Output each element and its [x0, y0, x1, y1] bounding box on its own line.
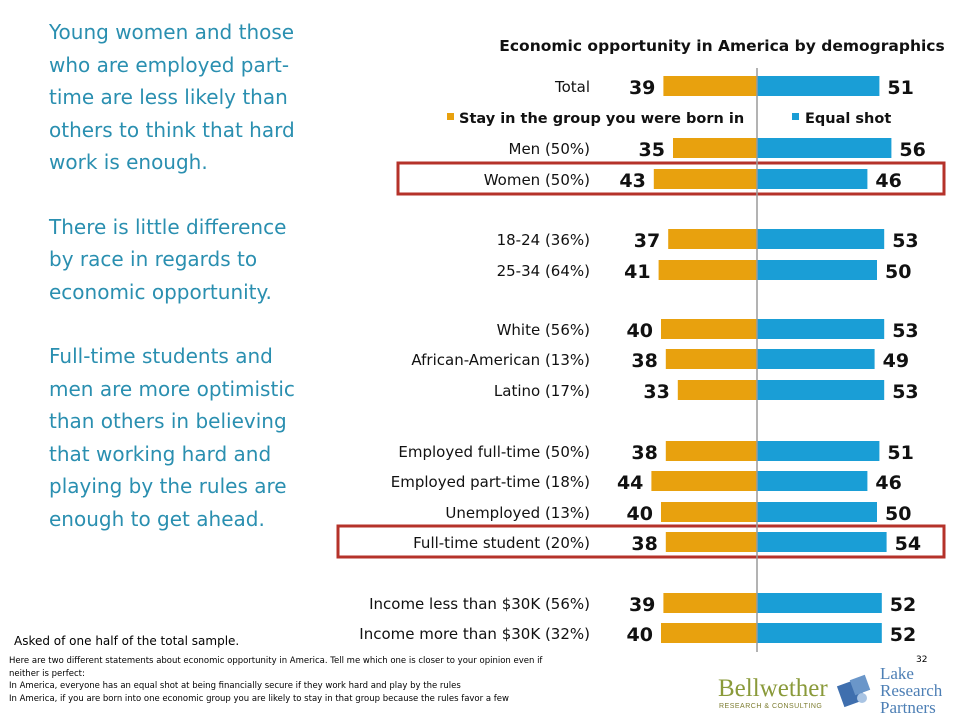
stay-bar [663, 76, 757, 96]
stay-value-label: 40 [627, 503, 653, 525]
footnote-line: In America, if you are born into one eco… [9, 693, 509, 704]
stay-bar [661, 623, 757, 643]
category-label: Men (50%) [509, 140, 591, 158]
equal-shot-bar [757, 380, 885, 400]
stay-value-label: 39 [629, 77, 655, 99]
category-label: Employed full-time (50%) [398, 443, 590, 461]
bellwether-logo-subtitle: RESEARCH & CONSULTING [719, 703, 823, 710]
equal-shot-bar [757, 319, 885, 339]
equal-shot-value-label: 56 [899, 139, 925, 161]
stay-bar [668, 229, 757, 249]
stay-bar [673, 138, 757, 158]
stay-bar [665, 349, 757, 369]
bellwether-logo: Bellwether [718, 675, 828, 702]
equal-shot-bar [757, 76, 880, 96]
equal-shot-value-label: 51 [887, 442, 913, 464]
equal-shot-value-label: 53 [892, 230, 918, 252]
stay-value-label: 33 [643, 381, 669, 403]
equal-shot-value-label: 53 [892, 381, 918, 403]
highlight-box [336, 524, 946, 559]
equal-shot-bar [757, 593, 882, 613]
stay-bar [651, 471, 757, 491]
sample-note: Asked of one half of the total sample. [14, 634, 240, 648]
equal-shot-value-label: 53 [892, 320, 918, 342]
equal-shot-value-label: 54 [895, 533, 921, 555]
stay-value-label: 38 [631, 533, 657, 555]
equal-shot-bar [757, 169, 868, 189]
category-label: African-American (13%) [411, 351, 590, 369]
stay-bar [661, 319, 757, 339]
stay-bar [665, 441, 757, 461]
category-label: Unemployed (13%) [445, 504, 590, 522]
equal-shot-value-label: 51 [887, 77, 913, 99]
footnote-line: Here are two different statements about … [9, 656, 543, 666]
stay-value-label: 37 [634, 230, 660, 252]
equal-shot-value-label: 52 [890, 624, 916, 646]
category-label: Income more than $30K (32%) [359, 625, 590, 643]
stay-value-label: 39 [629, 594, 655, 616]
lake-research-logo: Lake Research Partners [880, 665, 942, 716]
equal-shot-bar [757, 502, 877, 522]
equal-shot-bar [757, 229, 885, 249]
commentary-paragraph-3: Full-time students and men are more opti… [49, 344, 295, 531]
commentary-text: Young women and those who are employed p… [49, 16, 311, 567]
lake-logo-line: Research [880, 681, 943, 700]
equal-shot-bar [757, 260, 877, 280]
stay-bar [663, 593, 757, 613]
category-label: 18-24 (36%) [497, 231, 590, 249]
equal-shot-bar [757, 138, 892, 158]
lake-logo-line: Lake [880, 664, 914, 683]
equal-shot-bar [757, 349, 875, 369]
legend-stay-label: Stay in the group you were born in [459, 111, 744, 127]
stay-value-label: 41 [624, 261, 650, 283]
stay-value-label: 44 [617, 472, 643, 494]
stay-value-label: 35 [639, 139, 665, 161]
stay-value-label: 43 [619, 170, 645, 192]
category-label: Employed part-time (18%) [391, 473, 590, 491]
commentary-paragraph-1: Young women and those who are employed p… [49, 20, 295, 174]
category-label: Income less than $30K (56%) [369, 595, 590, 613]
footnote-line: neither is perfect: [9, 668, 85, 679]
stay-bar [677, 380, 757, 400]
legend-stay-swatch [447, 113, 454, 120]
stay-value-label: 40 [627, 320, 653, 342]
equal-shot-bar [757, 441, 880, 461]
stay-bar [661, 502, 757, 522]
category-label: 25-34 (64%) [497, 262, 590, 280]
stay-bar [665, 532, 757, 552]
equal-shot-bar [757, 623, 882, 643]
page-number: 32 [916, 655, 928, 665]
equal-shot-value-label: 52 [890, 594, 916, 616]
category-label: Women (50%) [484, 171, 590, 189]
commentary-paragraph-2: There is little difference by race in re… [49, 214, 287, 304]
category-label: Full-time student (20%) [413, 534, 590, 552]
equal-shot-value-label: 49 [883, 350, 909, 372]
equal-shot-value-label: 46 [875, 170, 901, 192]
stay-bar [658, 260, 757, 280]
equal-shot-value-label: 50 [885, 261, 911, 283]
equal-shot-value-label: 50 [885, 503, 911, 525]
category-label: Latino (17%) [494, 382, 590, 400]
lake-logo-line: Partners [880, 698, 936, 717]
chart-title: Economic opportunity in America by demog… [499, 37, 944, 55]
category-label: Total [554, 78, 590, 96]
highlight-box [396, 161, 946, 196]
stay-value-label: 38 [631, 442, 657, 464]
stay-value-label: 40 [627, 624, 653, 646]
category-label: White (56%) [497, 321, 590, 339]
question-footnote: Here are two different statements about … [9, 655, 709, 705]
stay-value-label: 38 [631, 350, 657, 372]
footnote-line: In America, everyone has an equal shot a… [9, 681, 461, 691]
equal-shot-value-label: 46 [875, 472, 901, 494]
legend-equal-swatch [792, 113, 799, 120]
legend-equal-label: Equal shot [805, 111, 891, 127]
lake-research-puzzle-icon [836, 674, 871, 708]
equal-shot-bar [757, 471, 868, 491]
stay-bar [653, 169, 757, 189]
equal-shot-bar [757, 532, 887, 552]
